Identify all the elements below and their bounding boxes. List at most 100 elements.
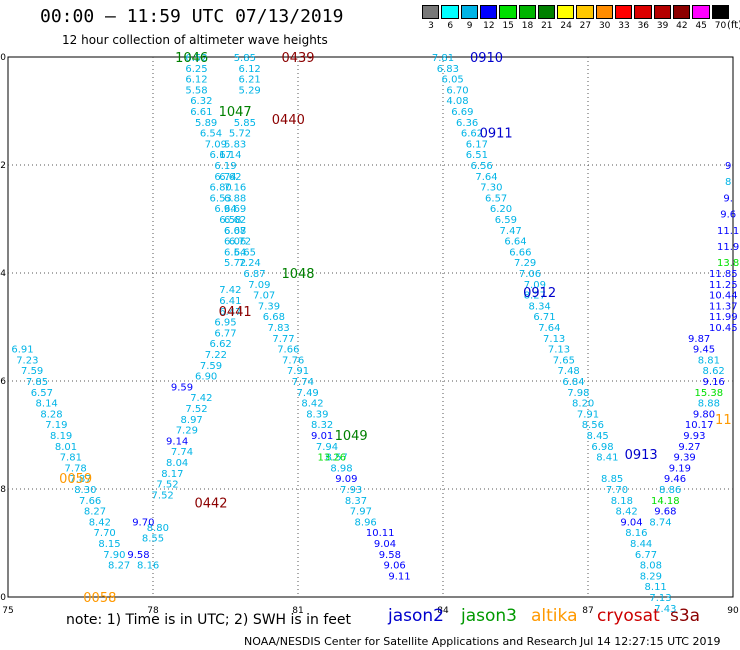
swh-value: 9.	[723, 193, 733, 204]
swh-value: 8.55	[142, 534, 164, 545]
pass-time-label: 11	[715, 413, 732, 428]
swh-value: 7.16	[224, 183, 246, 194]
swh-value: 9.06	[384, 561, 406, 572]
pass-time-label: 0911	[480, 127, 513, 142]
swh-value: 8.08	[640, 561, 662, 572]
swh-value: 6.62	[219, 172, 241, 183]
swh-value: 7.06	[519, 269, 541, 280]
swh-value: 13.8	[717, 258, 739, 269]
pass-time-label: 1048	[281, 267, 314, 282]
swh-value: 8.20	[572, 399, 594, 410]
x-tick-label: 81	[292, 606, 303, 616]
swh-value: 8.27	[108, 561, 130, 572]
scale-swatch	[557, 5, 575, 19]
swh-value: 8.27	[84, 507, 106, 518]
swh-value: 7.94	[316, 442, 338, 453]
swh-value: 7.59	[21, 366, 43, 377]
swh-value: 7.64	[538, 323, 560, 334]
swh-value: 9.80	[693, 409, 715, 420]
y-tick-label: -10	[0, 593, 6, 603]
swh-value: 8.30	[74, 485, 96, 496]
swh-value: 5.85	[234, 118, 256, 129]
swh-value: 6.87	[243, 269, 265, 280]
swh-value: 8.98	[330, 463, 352, 474]
swh-value: 8.41	[596, 453, 618, 464]
swh-value: 8.81	[698, 355, 720, 366]
swh-value: 6.19	[214, 161, 236, 172]
swh-value: 9.04	[620, 517, 642, 528]
scale-swatch	[615, 5, 633, 19]
swh-value: 5.72	[229, 129, 251, 140]
swh-value: 9.04	[374, 539, 396, 550]
swh-value: 9.70	[132, 517, 154, 528]
swh-value: 6.84	[562, 377, 584, 388]
x-tick-label: 84	[437, 606, 449, 616]
swh-value: 9.14	[166, 436, 188, 447]
swh-value: 6.59	[495, 215, 517, 226]
swh-value: 6.91	[11, 345, 33, 356]
swh-value: 8.74	[649, 517, 671, 528]
pass-time-label: 0058	[83, 591, 116, 606]
scale-swatch	[595, 5, 614, 19]
swh-value: 8.16	[137, 561, 159, 572]
swh-value: 8.86	[659, 485, 681, 496]
swh-value: 8.56	[582, 420, 604, 431]
swh-value: 6.77	[635, 550, 657, 561]
swh-value: 7.65	[553, 355, 575, 366]
swh-value: 14.18	[651, 496, 680, 507]
swh-value: 8.57	[326, 453, 348, 464]
swh-value: 8	[725, 177, 731, 188]
scale-swatch	[634, 5, 652, 19]
swh-value: 8.19	[50, 431, 72, 442]
swh-value: 7.98	[567, 388, 589, 399]
swh-value: 6.54	[200, 129, 222, 140]
swh-value: 7.74	[171, 447, 193, 458]
swh-value: 7.13	[543, 334, 565, 345]
swh-value: 6.47	[219, 307, 241, 318]
swh-value: 6.69	[224, 204, 246, 215]
y-tick-label: -8	[0, 485, 6, 495]
swh-value: 6.80	[210, 183, 232, 194]
x-tick-label: 78	[147, 606, 159, 616]
scale-label: 21	[541, 21, 553, 31]
swh-value: 6.20	[490, 204, 512, 215]
swh-value: 11.37	[709, 301, 738, 312]
scale-swatch	[499, 5, 517, 19]
swh-value: 6.51	[466, 150, 488, 161]
swh-value: 11.25	[709, 280, 738, 291]
swh-value: 10.11	[366, 528, 395, 539]
swh-value: 9.59	[171, 382, 193, 393]
swh-value: 11.99	[709, 312, 738, 323]
swh-value: 6.57	[31, 388, 53, 399]
swh-value: 6.90	[195, 372, 217, 383]
swh-value: 6.17	[466, 139, 488, 150]
pass-time-label: 0059	[59, 472, 92, 487]
swh-value: 6.62	[461, 129, 483, 140]
swh-value: 6.83	[437, 64, 459, 75]
swh-value: 9.01	[311, 431, 333, 442]
swh-value: 8.16	[625, 528, 647, 539]
swh-value: 7.13	[548, 345, 570, 356]
swh-value: 7.77	[272, 334, 294, 345]
swh-value: 6.71	[533, 312, 555, 323]
swh-value: 6.53	[210, 193, 232, 204]
swh-value: 11.1	[717, 226, 739, 237]
swh-value: 6.95	[214, 318, 236, 329]
scale-swatch	[692, 5, 710, 19]
swh-value: 7.52	[185, 404, 207, 415]
swh-value: 7.13	[649, 593, 671, 604]
swh-value: 6.25	[185, 64, 207, 75]
scale-label: 6	[447, 21, 454, 31]
swh-value: 8.29	[640, 571, 662, 582]
scale-swatch	[479, 5, 498, 19]
x-tick-label: 87	[582, 606, 593, 616]
pass-time-label: 0913	[625, 448, 658, 463]
swh-value: 9.6	[720, 210, 736, 221]
swh-value: 9.27	[678, 442, 700, 453]
swh-value: 4.08	[446, 96, 468, 107]
swh-value: 10.17	[685, 420, 714, 431]
swh-value: 8.28	[40, 409, 62, 420]
swh-value: 7.70	[94, 528, 116, 539]
swh-value: 9.11	[388, 571, 410, 582]
scale-label: 39	[656, 21, 669, 31]
